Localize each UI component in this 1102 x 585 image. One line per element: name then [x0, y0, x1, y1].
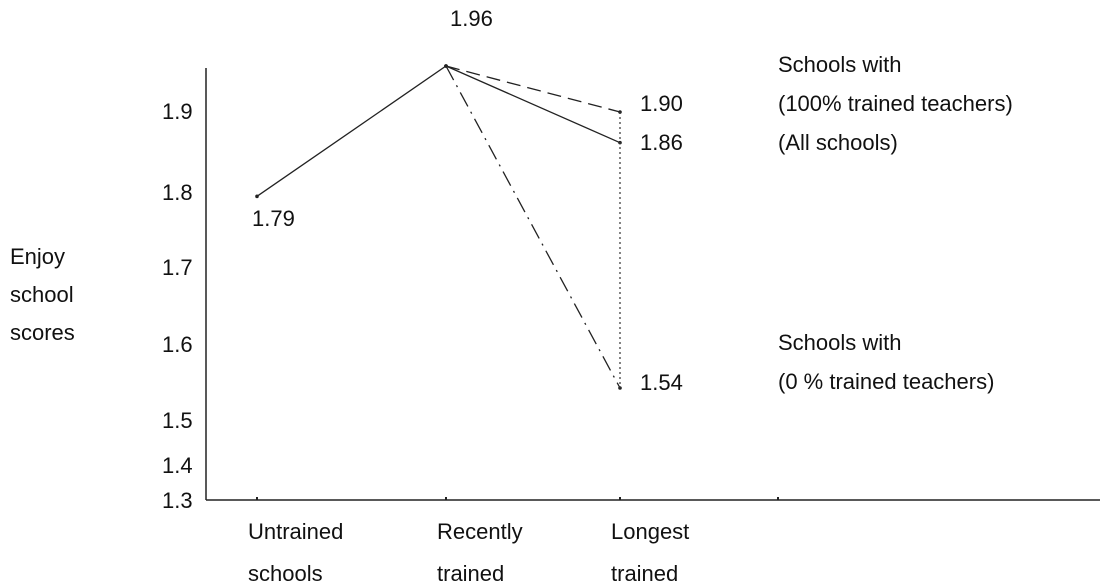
- data-label: 1.54: [640, 370, 683, 395]
- data-label: 1.90: [640, 91, 683, 116]
- y-tick-label: 1.7: [162, 255, 193, 280]
- x-axis-ticks: [256, 497, 779, 500]
- series-label: Schools with: [778, 330, 902, 355]
- x-tick-label: trained: [611, 561, 678, 585]
- x-tick-label: Longest: [611, 519, 689, 544]
- data-point: [444, 64, 448, 68]
- y-tick-label: 1.6: [162, 332, 193, 357]
- series-label: Schools with: [778, 52, 902, 77]
- x-tick-label: Untrained: [248, 519, 343, 544]
- y-axis-title-line: Enjoy: [10, 244, 65, 269]
- x-axis-labels: Untrained schools Recently trained Longest tr…: [248, 519, 689, 585]
- x-tick-label: Recently: [437, 519, 523, 544]
- series-label: (0 % trained teachers): [778, 369, 994, 394]
- y-tick-label: 1.4: [162, 453, 193, 478]
- y-axis-ticks: 1.9 1.8 1.7 1.6 1.5 1.4 1.3: [162, 99, 193, 513]
- series-line-1: [256, 65, 621, 197]
- x-tick-label: schools: [248, 561, 323, 585]
- series-label: (All schools): [778, 130, 898, 155]
- y-tick-label: 1.5: [162, 408, 193, 433]
- series-labels: (All schools) Schools with (100% trained t…: [778, 52, 1013, 394]
- y-tick-label: 1.3: [162, 488, 193, 513]
- data-point: [255, 194, 259, 199]
- y-tick-label: 1.8: [162, 180, 193, 205]
- series-label: (100% trained teachers): [778, 91, 1013, 116]
- x-tick-label: trained: [437, 561, 504, 585]
- data-label: 1.79: [252, 206, 295, 231]
- series-line-2: [445, 65, 621, 113]
- data-label: 1.86: [640, 130, 683, 155]
- y-axis-title: Enjoy school scores: [10, 244, 75, 345]
- data-label: 1.96: [450, 6, 493, 31]
- series-group: [255, 64, 622, 390]
- y-axis-title-line: school: [10, 282, 74, 307]
- series-line-3: [445, 65, 621, 389]
- y-tick-label: 1.9: [162, 99, 193, 124]
- y-axis-title-line: scores: [10, 320, 75, 345]
- data-labels: 1.79 1.96 1.90 1.86 1.54: [252, 6, 683, 395]
